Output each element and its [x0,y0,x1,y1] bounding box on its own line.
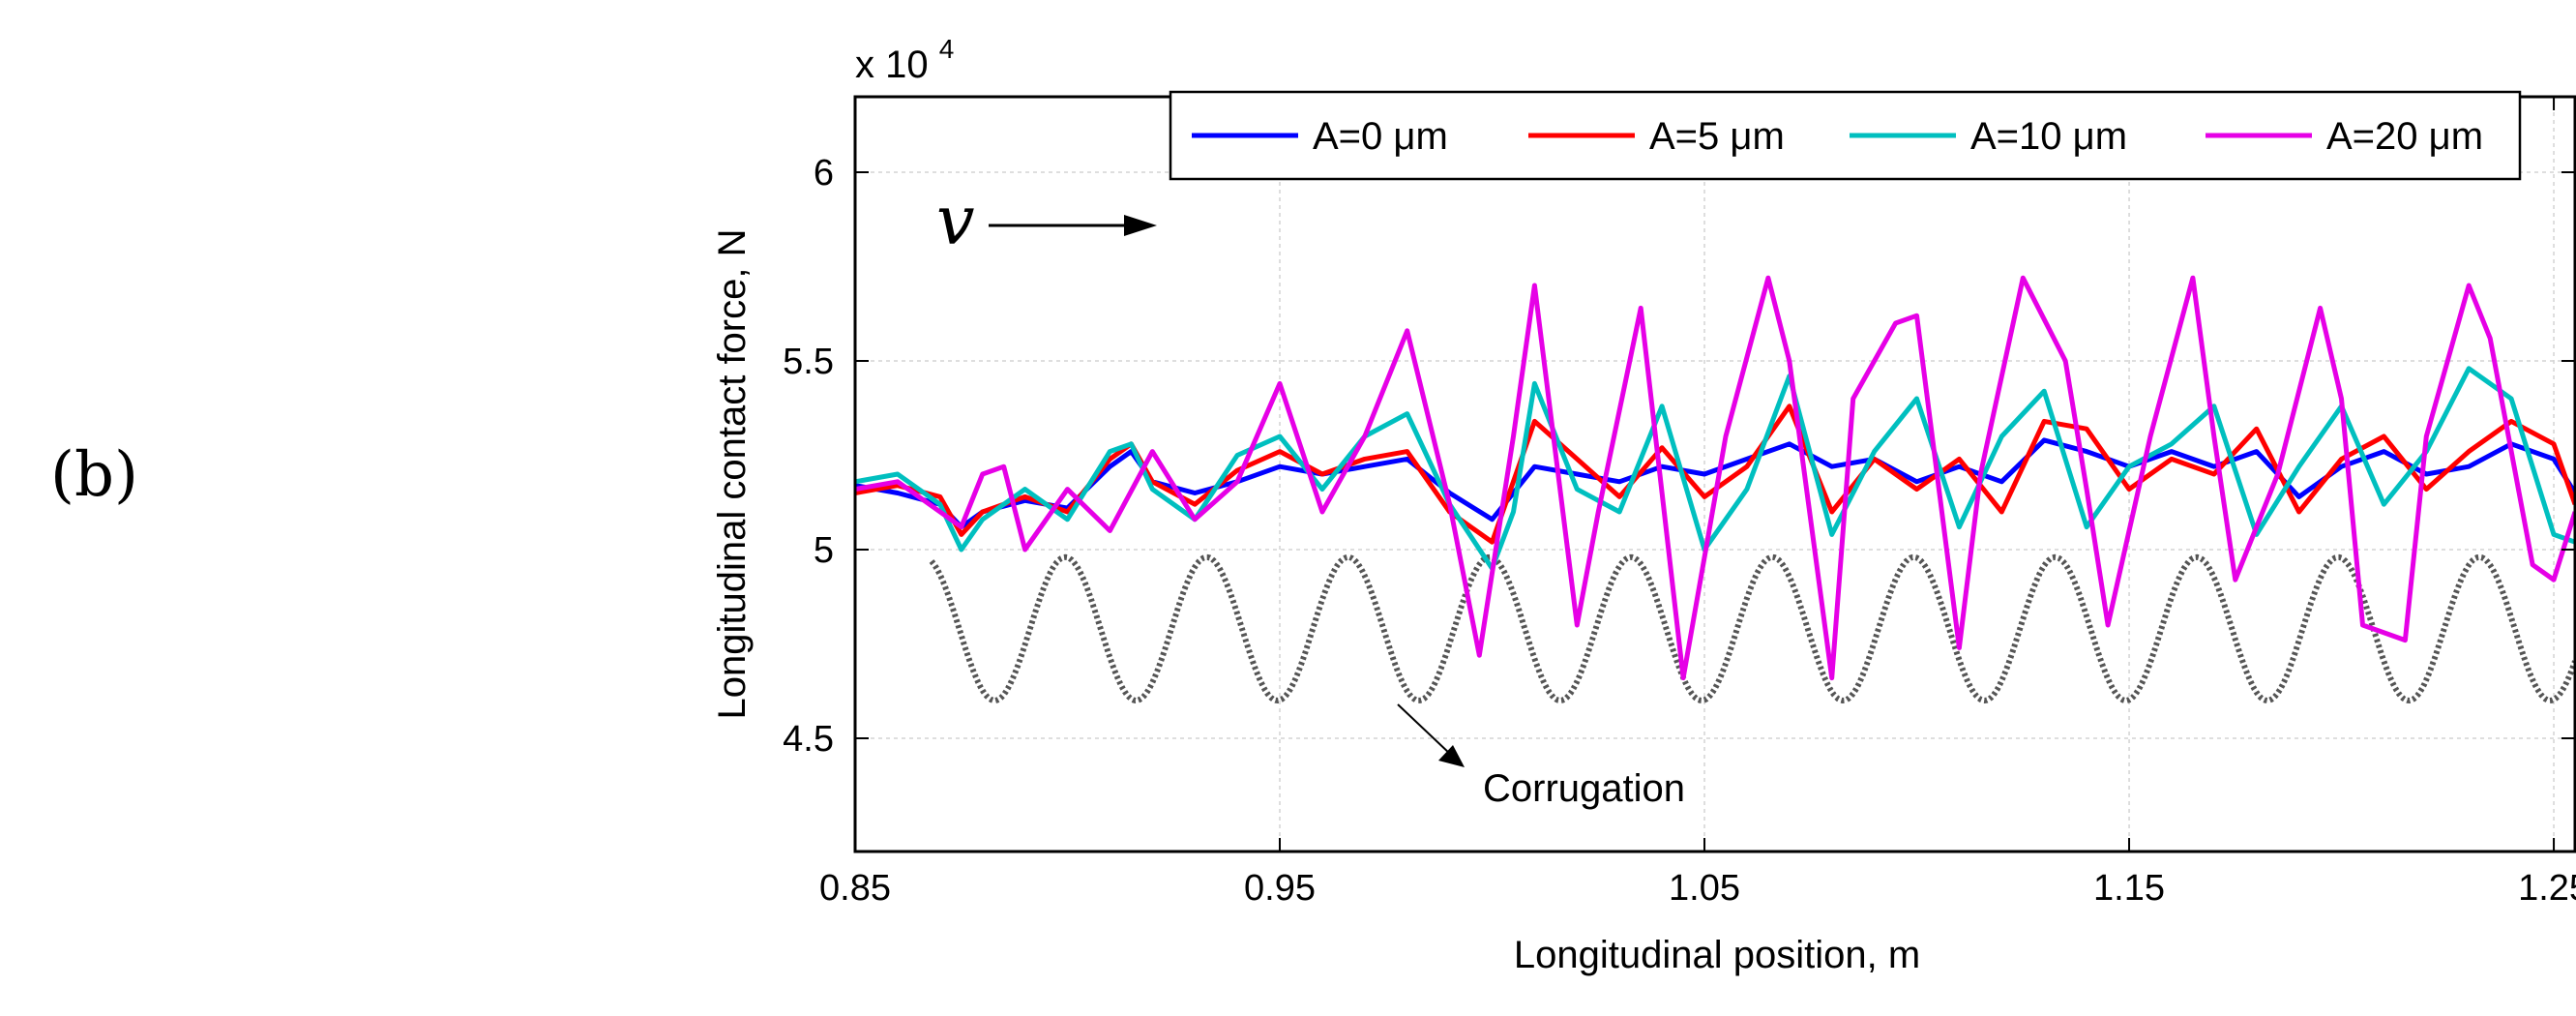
y-tick-label: 6 [814,153,834,194]
y-multiplier-prefix: x 10 [855,44,929,86]
x-axis-label: Longitudinal position, m [1514,934,1920,976]
plot-area [854,275,2576,704]
legend: A=0 μm A=5 μm A=10 μm A=20 μm [1169,90,2522,181]
y-ticks: 4.5 5 5.5 6 [783,153,2575,760]
corrugation-label: Corrugation [1483,767,1685,810]
x-tick-label: 1.05 [1669,868,1740,909]
x-tick-label: 1.25 [2518,868,2576,909]
y-multiplier-exponent: 4 [939,34,955,64]
velocity-arrow-head [1124,215,1157,236]
corrugation-annotation: Corrugation [1397,703,1685,810]
series-line-2 [854,366,2576,571]
y-axis-label: Longitudinal contact force, N [711,229,754,720]
velocity-label: v [936,181,975,260]
legend-label-1: A=5 μm [1649,115,1785,158]
legend-label-3: A=20 μm [2326,115,2483,158]
x-tick-label: 0.95 [1244,868,1316,909]
series-line-3 [854,275,2576,681]
corrugation-arrow-line [1397,703,1452,756]
grid [855,97,2575,852]
y-tick-label: 4.5 [783,719,834,760]
corrugation-arrow-head [1438,745,1465,767]
y-multiplier: x 10 4 [855,34,954,86]
x-tick-label: 0.85 [819,868,891,909]
velocity-annotation: v [936,181,1157,260]
legend-label-2: A=10 μm [1970,115,2127,158]
y-tick-label: 5.5 [783,342,834,382]
x-tick-label: 1.15 [2093,868,2165,909]
y-tick-label: 5 [814,530,834,571]
legend-label-0: A=0 μm [1313,115,1448,158]
panel-label: (b) [50,439,138,511]
corrugation-curve [929,553,2576,704]
